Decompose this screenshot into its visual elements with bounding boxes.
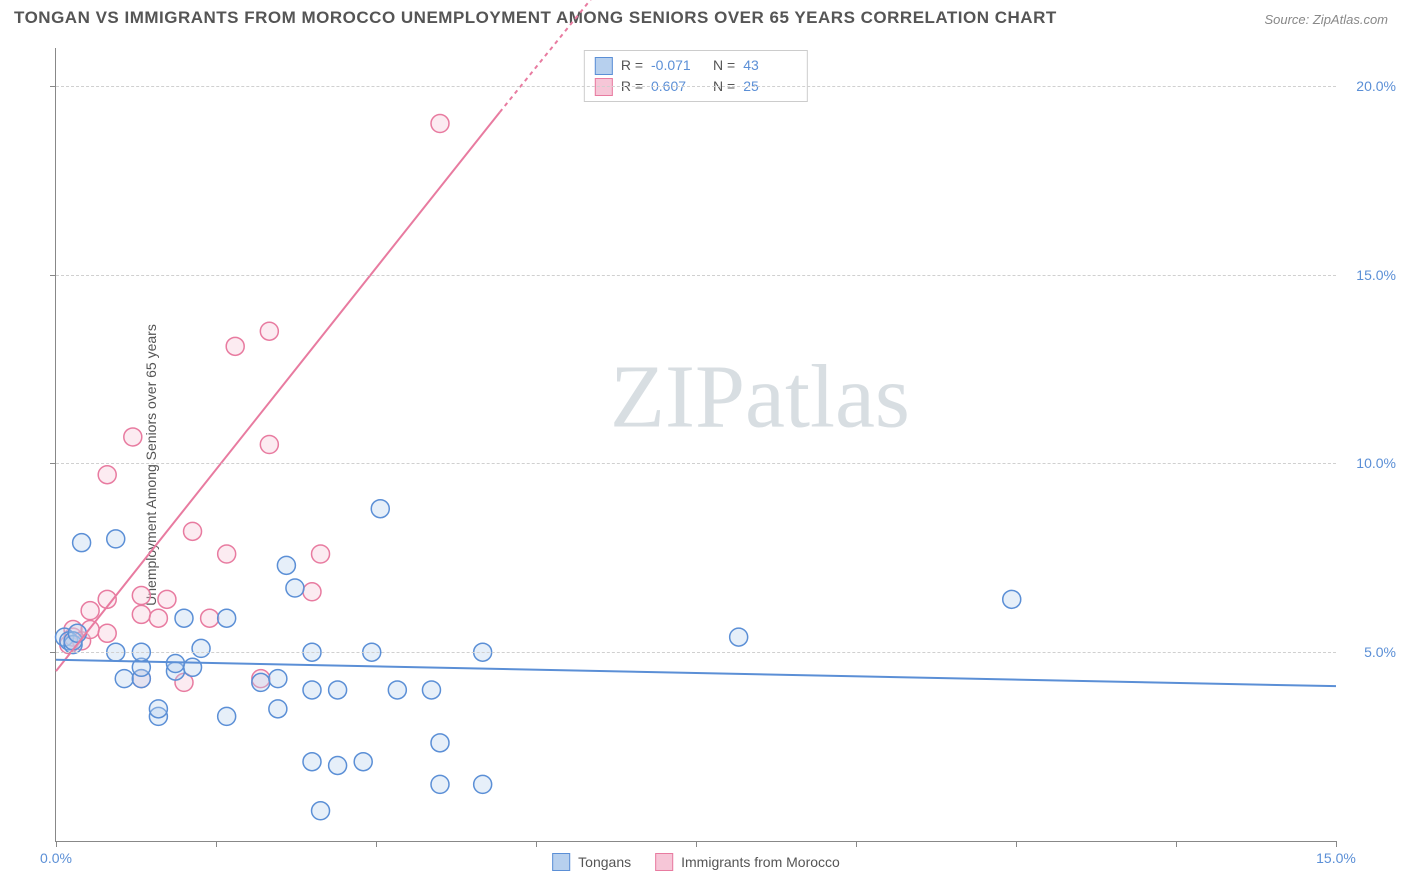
data-point — [388, 681, 406, 699]
data-point — [175, 609, 193, 627]
x-tick-mark — [1336, 841, 1337, 847]
n-value-series1: 43 — [743, 55, 797, 76]
legend: Tongans Immigrants from Morocco — [552, 853, 840, 871]
data-point — [329, 681, 347, 699]
data-point — [422, 681, 440, 699]
data-point — [226, 337, 244, 355]
data-point — [166, 655, 184, 673]
data-point — [158, 590, 176, 608]
legend-label-series2: Immigrants from Morocco — [681, 854, 840, 870]
y-tick-label: 5.0% — [1346, 644, 1396, 660]
chart-container: Unemployment Among Seniors over 65 years… — [0, 38, 1406, 892]
y-tick-label: 15.0% — [1346, 267, 1396, 283]
x-tick-mark — [1016, 841, 1017, 847]
data-point — [329, 756, 347, 774]
data-point — [431, 115, 449, 133]
x-tick-mark — [376, 841, 377, 847]
legend-item-series1: Tongans — [552, 853, 631, 871]
data-point — [73, 534, 91, 552]
data-point — [260, 436, 278, 454]
data-point — [218, 609, 236, 627]
legend-swatch-series1 — [552, 853, 570, 871]
data-point — [115, 670, 133, 688]
legend-item-series2: Immigrants from Morocco — [655, 853, 840, 871]
x-tick-mark — [56, 841, 57, 847]
chart-title: TONGAN VS IMMIGRANTS FROM MOROCCO UNEMPL… — [14, 8, 1057, 28]
y-tick-mark — [50, 463, 56, 464]
data-point — [260, 322, 278, 340]
x-tick-label: 0.0% — [40, 850, 72, 866]
data-point — [132, 605, 150, 623]
data-point — [124, 428, 142, 446]
r-label: R = — [621, 55, 643, 76]
data-point — [269, 670, 287, 688]
data-point — [149, 609, 167, 627]
data-point — [252, 673, 270, 691]
swatch-series1 — [595, 57, 613, 75]
y-tick-label: 20.0% — [1346, 78, 1396, 94]
trend-line — [56, 112, 500, 671]
data-point — [431, 734, 449, 752]
data-point — [1003, 590, 1021, 608]
source-attribution: Source: ZipAtlas.com — [1264, 12, 1388, 27]
x-tick-mark — [856, 841, 857, 847]
data-point — [192, 639, 210, 657]
x-tick-mark — [216, 841, 217, 847]
x-tick-label: 15.0% — [1316, 850, 1356, 866]
y-tick-mark — [50, 86, 56, 87]
data-point — [303, 681, 321, 699]
data-point — [303, 583, 321, 601]
data-point — [218, 707, 236, 725]
data-point — [286, 579, 304, 597]
y-tick-mark — [50, 652, 56, 653]
legend-swatch-series2 — [655, 853, 673, 871]
data-point — [218, 545, 236, 563]
data-point — [474, 775, 492, 793]
y-tick-label: 10.0% — [1346, 455, 1396, 471]
data-point — [98, 624, 116, 642]
data-point — [68, 624, 86, 642]
data-point — [431, 775, 449, 793]
data-point — [132, 587, 150, 605]
data-point — [149, 700, 167, 718]
data-point — [354, 753, 372, 771]
y-tick-mark — [50, 275, 56, 276]
data-point — [312, 802, 330, 820]
legend-label-series1: Tongans — [578, 854, 631, 870]
n-label: N = — [713, 55, 735, 76]
data-point — [81, 602, 99, 620]
data-point — [107, 530, 125, 548]
data-point — [184, 658, 202, 676]
x-tick-mark — [1176, 841, 1177, 847]
data-point — [303, 753, 321, 771]
x-tick-mark — [536, 841, 537, 847]
data-point — [98, 466, 116, 484]
data-point — [371, 500, 389, 518]
data-point — [184, 522, 202, 540]
x-tick-mark — [696, 841, 697, 847]
data-point — [269, 700, 287, 718]
data-point — [277, 556, 295, 574]
data-point — [312, 545, 330, 563]
plot-area: ZIPatlas R = -0.071 N = 43 R = 0.607 N =… — [55, 48, 1336, 842]
data-point — [730, 628, 748, 646]
